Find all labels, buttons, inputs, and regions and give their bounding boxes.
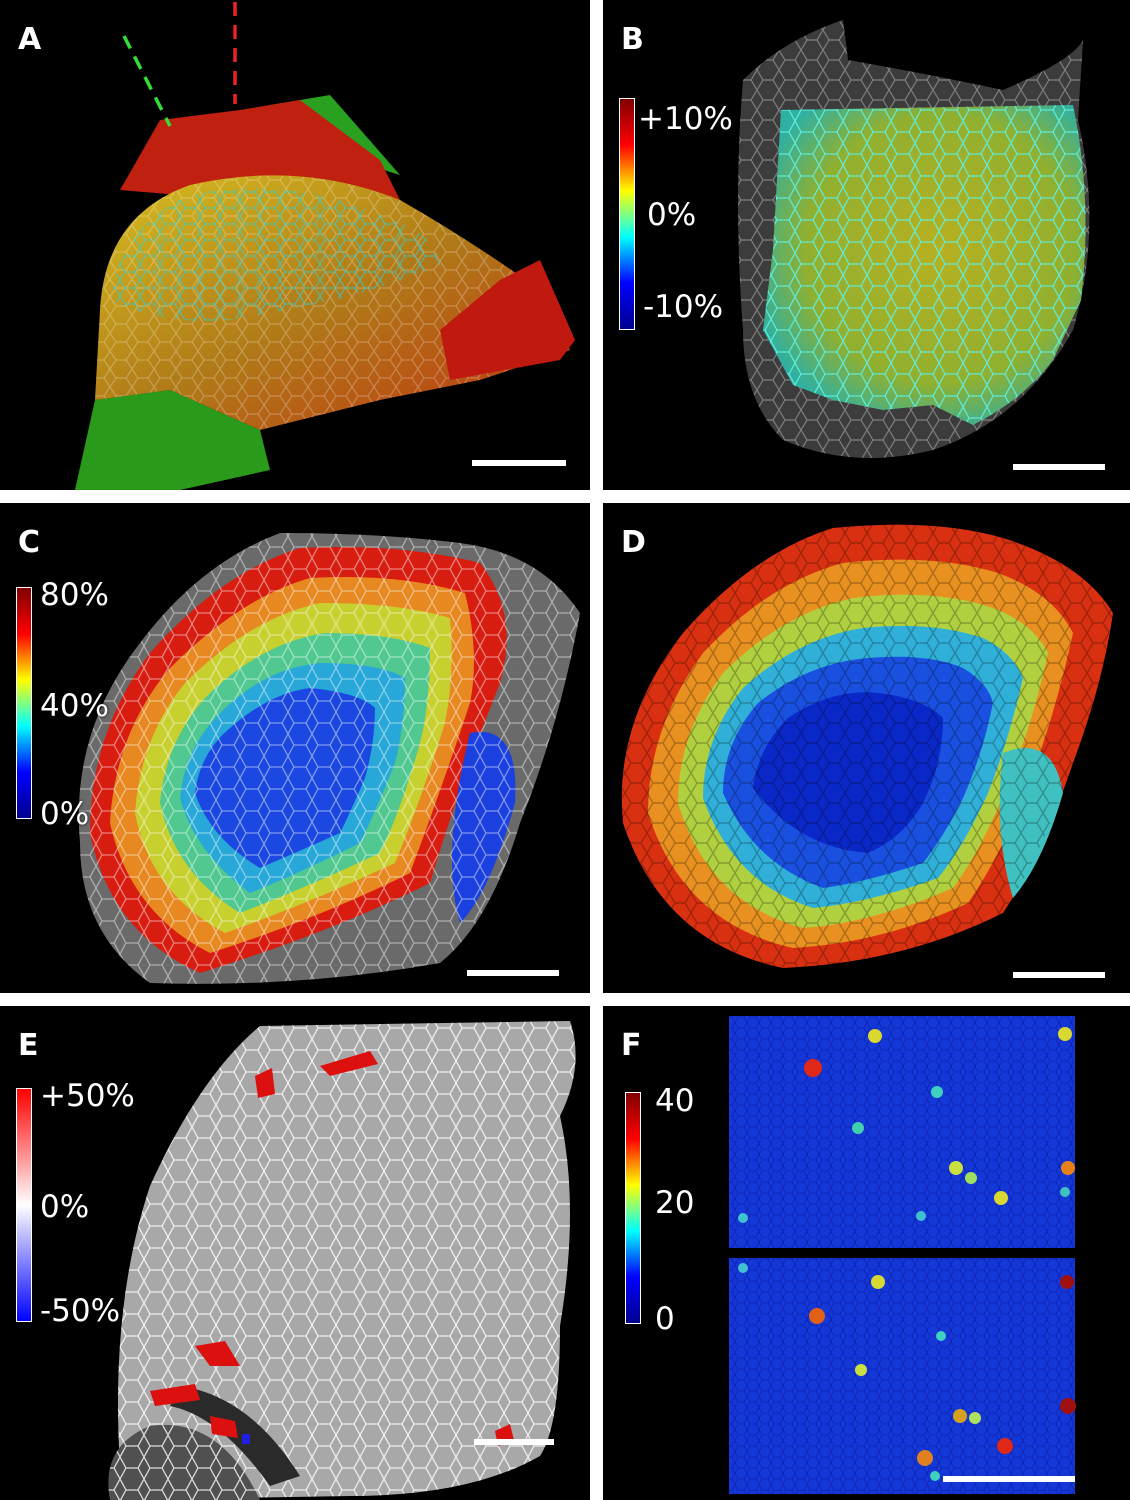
colorbar-top-label: +10% (638, 101, 733, 137)
panel-c: C 80% 40% 0% (0, 503, 590, 993)
organ-wing-red (440, 260, 575, 380)
colorbar-top-label: 80% (40, 577, 109, 613)
scale-bar (1013, 972, 1105, 978)
colorbar (625, 1092, 641, 1324)
colorbar-mid-label: 0% (647, 197, 697, 233)
blue-cell (242, 1434, 250, 1444)
panel-e-label: E (18, 1028, 39, 1063)
scale-bar (472, 460, 566, 466)
panel-f-image (729, 1016, 1076, 1494)
colorbar (16, 587, 32, 819)
panel-b: B +10% 0% -10% (603, 0, 1130, 490)
panel-a: A (0, 0, 590, 490)
red-cell (150, 1384, 200, 1406)
red-cell (320, 1051, 378, 1076)
colorbar-mid-label: 20 (655, 1185, 695, 1221)
panel-e: E +50% 0% -50% (0, 1006, 590, 1500)
panel-c-label: C (18, 525, 41, 560)
organ-top-red (120, 100, 400, 200)
organ-base-green (75, 390, 270, 490)
scale-bar (1013, 464, 1105, 470)
colorbar-bottom-label: -10% (643, 289, 724, 325)
segmented-region (110, 188, 440, 321)
panel-b-label: B (621, 22, 644, 57)
red-cell (195, 1341, 240, 1366)
panel-a-label: A (18, 22, 42, 57)
colorbar-mid-label: 40% (40, 688, 109, 724)
panel-a-image (75, 2, 575, 490)
colorbar (619, 98, 635, 330)
panel-e-image (108, 1021, 576, 1500)
panel-b-image (738, 20, 1090, 458)
colorbar (16, 1088, 32, 1322)
panel-f: F 40 20 0 (603, 1006, 1130, 1500)
panel-c-image (78, 533, 580, 984)
colorbar-top-label: 40 (655, 1083, 695, 1119)
red-cell (255, 1068, 275, 1098)
panel-d-image (621, 524, 1113, 968)
lower-cell-cluster-overlay (108, 1424, 260, 1500)
red-cell (210, 1416, 238, 1438)
colorbar-bottom-label: -50% (40, 1293, 121, 1329)
panel-d: D (603, 503, 1130, 993)
green-guide-line (122, 35, 172, 127)
colorbar-bottom-label: 0% (40, 796, 90, 832)
scale-bar (467, 970, 559, 976)
colorbar-bottom-label: 0 (655, 1301, 675, 1337)
colorbar-mid-label: 0% (40, 1189, 90, 1225)
panel-d-label: D (621, 525, 646, 560)
scale-bar (474, 1439, 554, 1445)
panel-f-label: F (621, 1028, 642, 1063)
colorbar-top-label: +50% (40, 1078, 135, 1114)
scale-bar (943, 1476, 1075, 1482)
